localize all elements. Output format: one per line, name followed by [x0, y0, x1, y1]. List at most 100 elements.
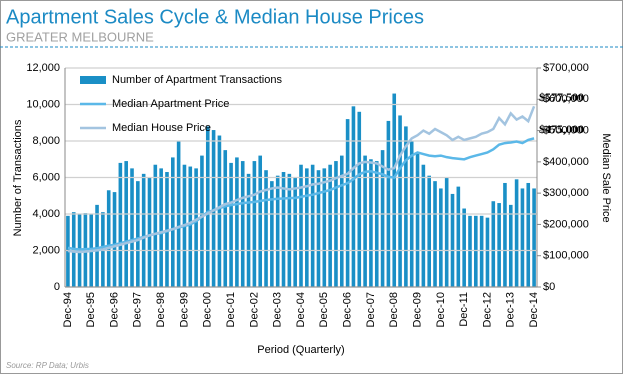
x-tick-label: Dec-97: [132, 292, 144, 327]
x-tick-label: Dec-07: [365, 292, 377, 327]
y-tick-label: 6,000: [32, 171, 60, 183]
bar: [532, 188, 536, 287]
bar: [339, 155, 344, 287]
x-tick-label: Dec-09: [411, 292, 423, 327]
bar: [194, 168, 198, 287]
y-tick-label: 8,000: [32, 135, 60, 147]
y-tick-label: 0: [54, 281, 60, 293]
y-tick-label: 4,000: [32, 208, 60, 220]
bar: [508, 204, 513, 287]
bar: [369, 159, 373, 287]
bar: [112, 192, 117, 287]
bar: [386, 120, 391, 287]
x-tick-label: Dec-01: [225, 292, 237, 327]
bar: [211, 130, 216, 287]
bar: [275, 175, 280, 287]
bar: [468, 215, 472, 287]
x-tick-label: Dec-04: [295, 292, 307, 327]
bar: [153, 164, 158, 287]
bar: [363, 155, 367, 287]
bar: [118, 162, 123, 287]
bar: [328, 164, 332, 287]
x-tick-label: Dec-10: [435, 292, 447, 327]
bar: [351, 106, 356, 287]
bar: [200, 155, 204, 287]
y-tick-label: 12,000: [26, 62, 60, 74]
bar: [95, 204, 99, 287]
bar: [485, 217, 490, 287]
bar: [258, 155, 263, 287]
bar: [462, 208, 466, 287]
bar: [374, 161, 379, 287]
y2-tick-label: $500,000: [543, 124, 589, 136]
bar: [287, 173, 292, 287]
bar: [503, 182, 507, 287]
bar: [520, 188, 525, 287]
source-note: Source: RP Data; Urbis: [6, 361, 89, 370]
bar: [235, 157, 239, 287]
y2-axis-label: Median Sale Price: [600, 133, 612, 222]
y-axis-label: Number of Transactions: [12, 119, 24, 236]
y2-tick-label: $200,000: [543, 218, 589, 230]
bar: [479, 215, 484, 287]
bar: [345, 119, 350, 287]
legend-label: Median Apartment Price: [112, 98, 229, 110]
bar: [147, 177, 152, 287]
bar: [456, 186, 461, 287]
bar: [124, 161, 128, 287]
bar: [433, 181, 437, 287]
x-tick-label: Dec-14: [528, 292, 540, 327]
x-tick-label: Dec-13: [505, 292, 517, 327]
bar: [223, 150, 228, 287]
x-tick-label: Dec-96: [108, 292, 120, 327]
bar: [398, 115, 402, 287]
y2-tick-label: $0: [543, 281, 555, 293]
bar: [380, 150, 385, 287]
y2-tick-label: $100,000: [543, 250, 589, 262]
bar: [141, 173, 146, 287]
bar: [106, 190, 111, 287]
bar: [497, 203, 501, 287]
bar: [171, 157, 175, 287]
bar: [392, 93, 397, 287]
y-tick-label: 10,000: [26, 98, 60, 110]
y2-tick-label: $300,000: [543, 187, 589, 199]
line-series: [67, 105, 536, 254]
bar: [444, 177, 449, 287]
x-tick-label: Dec-94: [62, 292, 74, 327]
bar: [188, 166, 193, 287]
bar: [357, 111, 362, 287]
bar: [299, 164, 303, 287]
bar: [514, 179, 519, 287]
x-tick-label: Dec-03: [272, 292, 284, 327]
bar: [404, 126, 408, 288]
x-tick-label: Dec-12: [481, 292, 493, 327]
bar: [450, 193, 455, 287]
bar: [415, 153, 420, 287]
bar: [264, 170, 268, 287]
bar: [334, 161, 338, 287]
y2-tick-label: $600,000: [543, 93, 589, 105]
bar: [427, 175, 431, 287]
bar: [526, 182, 531, 287]
bar: [217, 135, 222, 287]
bar: [421, 164, 426, 287]
bar: [474, 215, 478, 287]
bar: [136, 181, 140, 287]
bar: [252, 161, 257, 287]
bar: [130, 168, 134, 287]
x-tick-label: Dec-08: [388, 292, 400, 327]
annotation: $577,500: [539, 90, 584, 104]
bar: [270, 181, 274, 287]
y2-tick-label: $400,000: [543, 156, 589, 168]
chart-title: Apartment Sales Cycle & Median House Pri…: [6, 6, 424, 28]
x-tick-label: Dec-11: [458, 292, 470, 327]
legend-swatch: [80, 76, 106, 84]
bar: [205, 126, 210, 288]
bar: [491, 201, 496, 287]
bar: [293, 177, 297, 287]
bar: [310, 164, 315, 287]
x-axis-label: Period (Quarterly): [257, 344, 344, 356]
x-tick-label: Dec-05: [318, 292, 330, 327]
